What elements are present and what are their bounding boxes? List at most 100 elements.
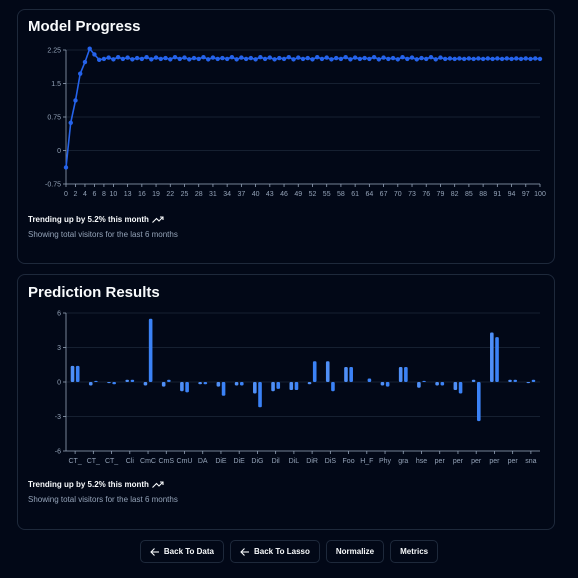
bar bbox=[203, 382, 208, 385]
card-subtitle: Showing total visitors for the last 6 mo… bbox=[28, 495, 178, 504]
data-point bbox=[428, 54, 434, 60]
bar bbox=[258, 382, 262, 408]
bar bbox=[398, 367, 403, 382]
bar bbox=[294, 382, 299, 391]
bar bbox=[253, 382, 257, 394]
data-point bbox=[362, 55, 367, 61]
back-to-data-button[interactable]: Back To Data bbox=[139, 540, 224, 563]
data-point bbox=[329, 57, 334, 62]
model-progress-chart: 2.251.50.750-0.750 2 4 6 8 10 13 16 19 22 25 28 31 34… bbox=[45, 46, 546, 198]
x-tick-label: DA bbox=[198, 458, 208, 465]
action-buttons: Back To Data Back To Lasso Normalize Met… bbox=[0, 540, 578, 563]
data-point bbox=[305, 55, 310, 61]
data-point bbox=[518, 56, 524, 62]
y-tick-label: -3 bbox=[55, 414, 61, 421]
x-tick-label: Foo bbox=[343, 458, 355, 465]
y-tick-label: 1.5 bbox=[51, 81, 61, 88]
data-point bbox=[267, 55, 273, 60]
x-tick-label: 31 bbox=[209, 191, 217, 198]
card-footer: Trending up by 5.2% this month Showing t… bbox=[28, 480, 178, 504]
data-point bbox=[476, 56, 481, 61]
data-point bbox=[447, 56, 453, 61]
data-point bbox=[125, 55, 130, 60]
y-tick-label: 0.75 bbox=[47, 115, 61, 122]
back-to-lasso-button[interactable]: Back To Lasso bbox=[229, 540, 320, 563]
data-point bbox=[206, 57, 211, 62]
x-tick-label: 52 bbox=[309, 191, 317, 198]
data-point bbox=[452, 56, 457, 62]
bar bbox=[453, 382, 458, 391]
bar bbox=[349, 367, 353, 382]
y-tick-label: -6 bbox=[55, 449, 61, 456]
data-point bbox=[187, 57, 192, 62]
data-point bbox=[253, 57, 258, 62]
x-tick-label: DiG bbox=[251, 458, 263, 465]
x-tick-label: sna bbox=[525, 458, 536, 465]
data-point bbox=[248, 55, 254, 61]
bar bbox=[367, 378, 372, 382]
bar bbox=[276, 382, 281, 389]
data-point bbox=[386, 56, 391, 62]
card-title: Model Progress bbox=[28, 18, 141, 35]
y-tick-label: 3 bbox=[57, 345, 61, 352]
bar bbox=[198, 382, 202, 385]
data-point bbox=[528, 56, 533, 62]
data-point bbox=[537, 56, 543, 62]
bar bbox=[289, 382, 294, 391]
bar bbox=[216, 382, 221, 387]
data-point bbox=[101, 56, 107, 62]
y-tick-label: 2.25 bbox=[47, 48, 61, 55]
bar bbox=[167, 379, 171, 382]
bar bbox=[307, 382, 312, 385]
data-point bbox=[163, 55, 168, 61]
data-point bbox=[158, 56, 163, 62]
data-point bbox=[395, 57, 400, 62]
trend-line: Trending up by 5.2% this month bbox=[28, 215, 178, 224]
x-tick-label: per bbox=[471, 458, 482, 465]
bar bbox=[221, 382, 226, 396]
trend-text: Trending up by 5.2% this month bbox=[28, 480, 149, 489]
arrow-left-icon bbox=[240, 547, 249, 556]
x-tick-label: 40 bbox=[252, 191, 260, 198]
x-tick-label: CmS bbox=[158, 458, 174, 465]
x-tick-label: 82 bbox=[451, 191, 459, 198]
data-point bbox=[96, 57, 102, 63]
data-point bbox=[466, 56, 472, 61]
data-point bbox=[443, 56, 448, 62]
data-point bbox=[315, 54, 320, 60]
bar bbox=[435, 382, 439, 386]
data-point bbox=[87, 46, 92, 51]
data-point bbox=[509, 56, 514, 62]
data-point bbox=[471, 56, 476, 62]
bar bbox=[271, 382, 275, 392]
x-tick-label: DiE bbox=[234, 458, 246, 465]
data-point bbox=[182, 55, 187, 60]
data-point bbox=[144, 54, 149, 60]
x-tick-label: 37 bbox=[237, 191, 245, 198]
bar bbox=[112, 382, 116, 385]
data-point bbox=[338, 56, 344, 62]
normalize-button[interactable]: Normalize bbox=[325, 540, 385, 563]
x-tick-label: 58 bbox=[337, 191, 345, 198]
data-point bbox=[68, 120, 73, 126]
data-point bbox=[82, 59, 88, 65]
metrics-button[interactable]: Metrics bbox=[390, 540, 439, 563]
data-point bbox=[523, 56, 528, 61]
x-tick-label: per bbox=[508, 458, 519, 465]
data-point bbox=[381, 55, 386, 60]
bar bbox=[94, 380, 98, 382]
x-tick-label: H_F bbox=[360, 458, 373, 465]
data-point bbox=[134, 55, 140, 61]
data-point bbox=[130, 57, 135, 62]
prediction-results-chart: 6 3 0 -3 -6 CT_ CT_ CT_ Cli CmC CmS CmU DA DiE DiE DiG D… bbox=[55, 311, 540, 465]
x-tick-label: DiL bbox=[289, 458, 300, 465]
x-tick-label: 0 bbox=[64, 191, 68, 198]
x-tick-label: 8 bbox=[102, 191, 106, 198]
bar bbox=[185, 382, 189, 393]
bar bbox=[234, 382, 239, 386]
bar bbox=[385, 382, 390, 387]
data-point bbox=[367, 56, 372, 62]
x-tick-label: DiS bbox=[325, 458, 337, 465]
data-point bbox=[153, 55, 159, 60]
data-point bbox=[63, 165, 69, 170]
